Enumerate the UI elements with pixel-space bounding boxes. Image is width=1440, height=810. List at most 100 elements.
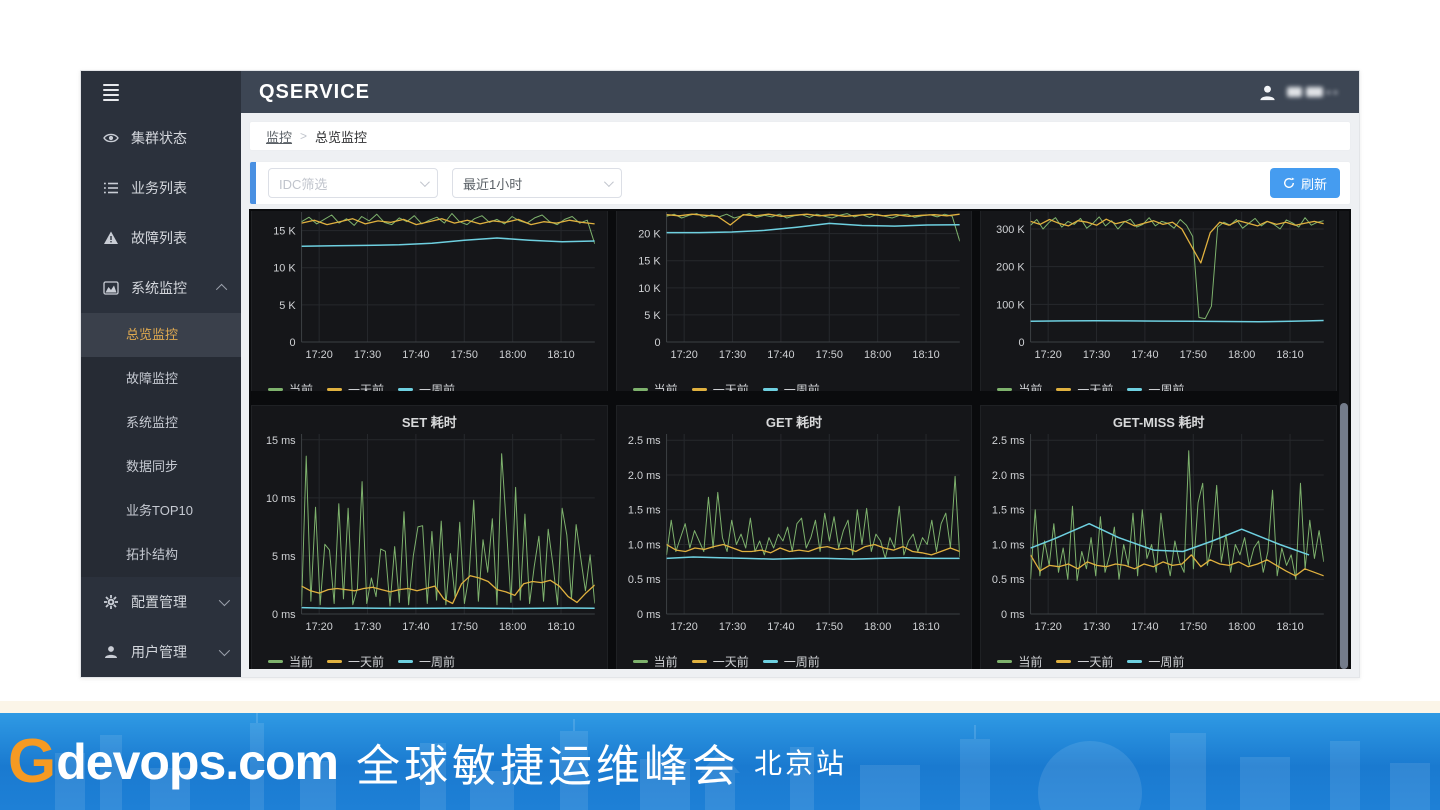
charts-area: 17:20 17:30 17:40 17:50 18:00 18:10 15 K 10 K 5 … bbox=[249, 209, 1351, 669]
legend-item[interactable]: 一周前 bbox=[1127, 381, 1184, 391]
svg-text:18:00: 18:00 bbox=[499, 621, 526, 633]
svg-text:17:30: 17:30 bbox=[1083, 349, 1110, 361]
svg-text:17:40: 17:40 bbox=[402, 349, 429, 361]
legend-swatch bbox=[1127, 387, 1143, 391]
sidebar-item-label: 故障列表 bbox=[131, 230, 187, 246]
svg-text:0: 0 bbox=[290, 337, 296, 349]
legend-swatch bbox=[691, 659, 707, 663]
banner-city: 北京站 bbox=[753, 748, 847, 780]
banner-top-strip bbox=[0, 701, 1440, 713]
svg-text:17:40: 17:40 bbox=[767, 349, 794, 361]
sidebar-item-fault-list[interactable]: 故障列表 bbox=[81, 213, 241, 263]
svg-text:17:50: 17:50 bbox=[1180, 349, 1207, 361]
chart-panel-get-latency[interactable]: GET 耗时 17:20 17:30 17:40 17:50 18:00 18:10 2.5 … bbox=[615, 405, 973, 669]
sidebar: 集群状态 业务列表 故障列表 系统监控 总览监控 故障监控 系统监控 数据同步 业务TOP10 拓… bbox=[81, 71, 241, 677]
svg-text:0.5 ms: 0.5 ms bbox=[992, 574, 1025, 586]
svg-text:17:20: 17:20 bbox=[1035, 349, 1062, 361]
legend-label: 一天前 bbox=[348, 654, 385, 669]
legend-swatch bbox=[997, 387, 1013, 391]
svg-text:17:40: 17:40 bbox=[767, 621, 794, 633]
sidebar-subitem-system-monitor-sub[interactable]: 系统监控 bbox=[126, 415, 179, 430]
legend-item[interactable]: 当前 bbox=[997, 653, 1042, 670]
warning-icon bbox=[103, 230, 119, 246]
chart-icon bbox=[103, 280, 119, 296]
legend-label: 一天前 bbox=[1077, 382, 1114, 392]
legend-item[interactable]: 一天前 bbox=[327, 653, 384, 670]
svg-text:18:00: 18:00 bbox=[499, 349, 526, 361]
list-icon bbox=[103, 180, 119, 196]
chart-panel-qps-3[interactable]: 17:20 17:30 17:40 17:50 18:00 18:10 300 K 200 K… bbox=[980, 211, 1337, 391]
eye-icon bbox=[103, 130, 119, 146]
idc-filter-select[interactable]: IDC筛选 bbox=[268, 168, 438, 198]
svg-text:17:30: 17:30 bbox=[719, 349, 746, 361]
sidebar-subitem-business-top10[interactable]: 业务TOP10 bbox=[126, 503, 193, 518]
legend-item[interactable]: 当前 bbox=[632, 381, 678, 392]
chart-panel-get-miss-latency[interactable]: GET-MISS 耗时 17:20 17:30 17:40 17:50 18:00 18:1… bbox=[980, 405, 1338, 670]
svg-text:20 K: 20 K bbox=[638, 229, 661, 241]
svg-text:17:50: 17:50 bbox=[451, 349, 478, 361]
legend-swatch bbox=[691, 387, 707, 391]
app-window: 集群状态 业务列表 故障列表 系统监控 总览监控 故障监控 系统监控 数据同步 业务TOP10 拓… bbox=[80, 70, 1360, 678]
legend-item[interactable]: 一周前 bbox=[398, 381, 455, 391]
scrollbar-track[interactable] bbox=[1339, 211, 1349, 669]
sidebar-item-label: 集群状态 bbox=[131, 130, 187, 146]
chart-canvas-set-latency: 17:20 17:30 17:40 17:50 18:00 18:10 15 ms 10 ms… bbox=[266, 434, 595, 633]
user-icon[interactable] bbox=[1258, 83, 1277, 102]
legend-item[interactable]: 当前 bbox=[997, 381, 1043, 392]
legend-item[interactable]: 一天前 bbox=[327, 381, 384, 391]
chart-panel-qps-1[interactable]: 17:20 17:30 17:40 17:50 18:00 18:10 15 K 10 K 5 … bbox=[251, 211, 608, 391]
legend-item[interactable]: 一周前 bbox=[1127, 653, 1184, 670]
scrollbar-thumb[interactable] bbox=[1340, 403, 1348, 669]
chart-canvas-qps-2: 17:20 17:30 17:40 17:50 18:00 18:10 20 K 15 K 10… bbox=[638, 212, 960, 361]
sidebar-item-label: 配置管理 bbox=[131, 594, 187, 610]
time-range-value: 最近1小时 bbox=[463, 176, 523, 192]
sidebar-item-user-mgmt[interactable]: 用户管理 bbox=[81, 627, 241, 677]
legend-item[interactable]: 一周前 bbox=[398, 653, 455, 670]
legend-item[interactable]: 一周前 bbox=[762, 381, 820, 391]
legend-item[interactable]: 一周前 bbox=[762, 653, 820, 670]
legend-label: 一周前 bbox=[783, 654, 820, 669]
sidebar-subitem-overview-monitor[interactable]: 总览监控 bbox=[81, 313, 241, 357]
chart-panel-set-latency[interactable]: SET 耗时 17:20 17:30 17:40 17:50 18:00 18:10 15 m… bbox=[251, 405, 608, 669]
svg-text:15 K: 15 K bbox=[273, 226, 296, 238]
breadcrumb-link-monitor[interactable]: 监控 bbox=[266, 129, 293, 145]
sidebar-item-cluster-status[interactable]: 集群状态 bbox=[81, 113, 241, 163]
header-right bbox=[1258, 83, 1337, 102]
chevron-up-icon bbox=[215, 283, 228, 296]
legend-item[interactable]: 一天前 bbox=[1056, 381, 1114, 392]
chart-panel-qps-2[interactable]: 17:20 17:30 17:40 17:50 18:00 18:10 20 K 15 K 10… bbox=[615, 211, 973, 391]
sidebar-subitem-fault-monitor[interactable]: 故障监控 bbox=[126, 371, 179, 386]
legend-item[interactable]: 当前 bbox=[268, 381, 313, 391]
chart-legend: 当前 一天前 一周前 bbox=[985, 378, 1332, 391]
legend-swatch bbox=[398, 659, 414, 663]
svg-text:17:20: 17:20 bbox=[670, 349, 697, 361]
chart-legend: 当前 一天前 一周前 bbox=[621, 650, 968, 669]
sidebar-item-service-list[interactable]: 业务列表 bbox=[81, 163, 241, 213]
chart-legend: 当前 一天前 一周前 bbox=[621, 378, 968, 391]
legend-label: 当前 bbox=[653, 382, 678, 392]
menu-toggle-button[interactable] bbox=[81, 71, 241, 113]
legend-label: 当前 bbox=[1018, 382, 1043, 392]
legend-swatch bbox=[1127, 659, 1143, 663]
sidebar-nav: 集群状态 业务列表 故障列表 系统监控 总览监控 故障监控 系统监控 数据同步 业务TOP10 拓… bbox=[81, 113, 241, 677]
svg-text:15 K: 15 K bbox=[638, 256, 661, 268]
legend-item[interactable]: 一天前 bbox=[691, 381, 749, 391]
time-range-select[interactable]: 最近1小时 bbox=[452, 168, 622, 198]
svg-text:18:00: 18:00 bbox=[1228, 349, 1255, 361]
svg-text:18:10: 18:10 bbox=[1277, 621, 1304, 633]
legend-item[interactable]: 当前 bbox=[268, 653, 313, 670]
breadcrumb: 监控 > 总览监控 bbox=[249, 121, 1351, 151]
sidebar-subitem-data-sync[interactable]: 数据同步 bbox=[126, 459, 179, 474]
legend-item[interactable]: 一天前 bbox=[691, 653, 749, 670]
legend-label: 一周前 bbox=[419, 654, 456, 669]
legend-item[interactable]: 当前 bbox=[632, 653, 678, 670]
sidebar-item-system-monitor[interactable]: 系统监控 bbox=[81, 263, 241, 313]
idc-filter-placeholder: IDC筛选 bbox=[279, 176, 328, 192]
refresh-button[interactable]: 刷新 bbox=[1269, 168, 1340, 198]
legend-item[interactable]: 一天前 bbox=[1056, 653, 1113, 670]
sidebar-item-config-mgmt[interactable]: 配置管理 bbox=[81, 577, 241, 627]
svg-text:18:10: 18:10 bbox=[547, 349, 574, 361]
sidebar-subitem-topology[interactable]: 拓扑结构 bbox=[126, 547, 179, 562]
